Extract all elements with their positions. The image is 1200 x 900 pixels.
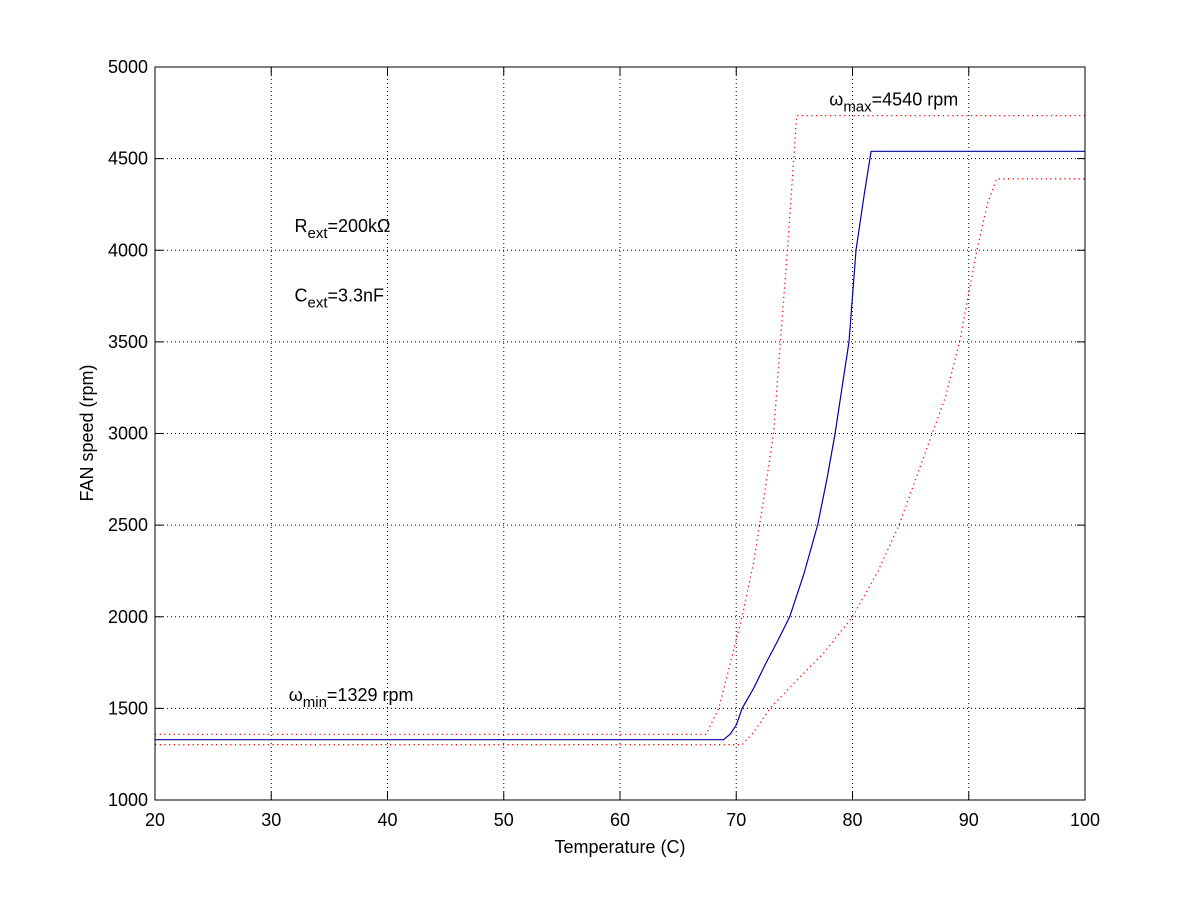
annotation-ext: Cext=3.3nF: [295, 286, 385, 312]
y-axis-label: FAN speed (rpm): [77, 364, 97, 501]
x-tick-label: 50: [494, 810, 514, 830]
x-tick-label: 90: [959, 810, 979, 830]
y-tick-label: 2000: [108, 607, 148, 627]
y-tick-label: 3000: [108, 424, 148, 444]
y-tick-label: 1000: [108, 790, 148, 810]
x-tick-label: 20: [145, 810, 165, 830]
x-tick-label: 80: [842, 810, 862, 830]
annotation-ext: Rext=200kΩ: [295, 216, 391, 242]
annotation-max: ωmax=4540 rpm: [829, 89, 958, 115]
series-line-nominal: [155, 150, 1085, 741]
x-tick-label: 40: [377, 810, 397, 830]
x-axis-label: Temperature (C): [554, 837, 685, 857]
x-tick-label: 70: [726, 810, 746, 830]
data-series: [155, 114, 1085, 746]
axis-ticks: 20 30 40 50 60 70 80 90 100 1000 1500 2000 2500 3000 3…: [108, 57, 1100, 830]
y-tick-label: 4500: [108, 149, 148, 169]
annotations: ωmax=4540 rpm Rext=200kΩ Cext=3.3nF ωmin=13…: [289, 89, 959, 711]
y-tick-label: 4000: [108, 240, 148, 260]
x-tick-label: 30: [261, 810, 281, 830]
x-tick-label: 100: [1070, 810, 1100, 830]
grid-lines: [155, 67, 1085, 800]
annotation-min: ωmin=1329 rpm: [289, 685, 414, 711]
y-tick-label: 5000: [108, 57, 148, 77]
y-tick-label: 2500: [108, 515, 148, 535]
y-tick-label: 1500: [108, 698, 148, 718]
y-tick-label: 3500: [108, 332, 148, 352]
x-tick-label: 60: [610, 810, 630, 830]
